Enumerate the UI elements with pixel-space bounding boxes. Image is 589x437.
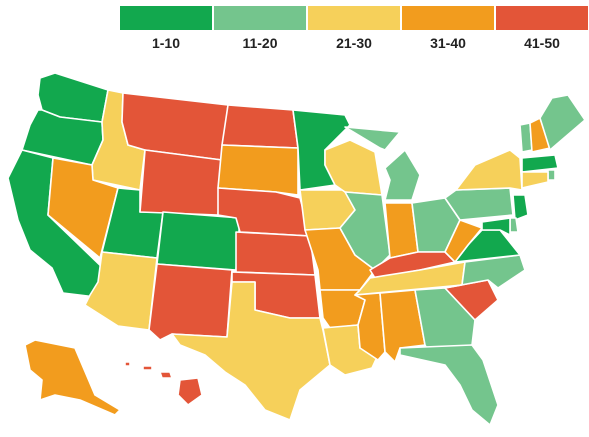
state-ak [24,339,121,416]
state-sd [217,144,299,196]
legend-label: 1-10 [151,35,181,51]
state-mi [344,126,421,201]
state-fl [399,344,499,426]
state-ri [547,169,556,181]
state-nm [148,263,233,341]
state-nd [221,104,299,149]
state-de [509,217,519,233]
legend-label: 31-40 [430,35,466,51]
state-wy [139,149,223,216]
state-tx [171,281,331,421]
state-ma [521,154,559,173]
state-ks [235,231,316,276]
state-nc [444,254,526,289]
state-md [481,217,511,236]
state-me [539,94,586,151]
legend-swatch [496,6,588,30]
legend-label: 21-30 [336,35,372,51]
legend-swatch [402,6,494,30]
state-pa [444,187,514,221]
legend-label: 11-20 [242,35,278,51]
state-nj [512,194,529,221]
state-wv [444,219,483,263]
legend-swatch [120,6,212,30]
legend-label: 41-50 [524,35,560,51]
state-hi [124,361,203,406]
legend-swatch [308,6,400,30]
state-ky [369,251,456,279]
state-co [156,211,241,271]
legend-swatch [214,6,306,30]
state-wi [324,139,383,196]
state-il [339,191,391,271]
state-ct [521,171,549,189]
state-ny [455,149,523,191]
